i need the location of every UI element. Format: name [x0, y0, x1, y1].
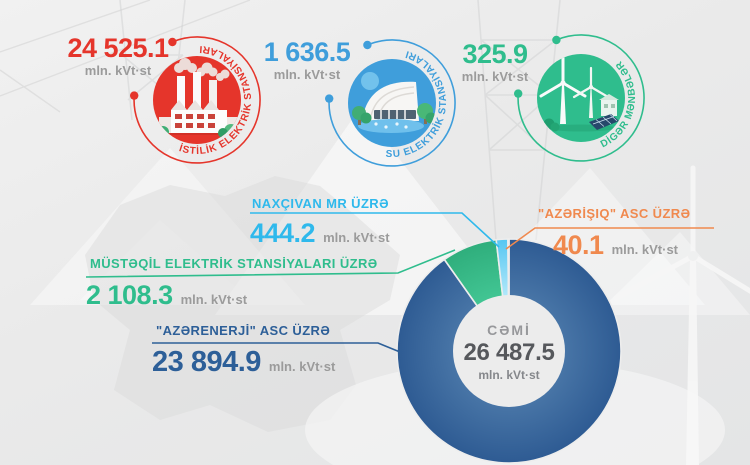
mustegil-stat: 2 108.3 mln. kVt·st [86, 280, 247, 311]
other-value: 325.9 [462, 39, 528, 69]
ring-dot [325, 94, 334, 103]
azerenerji-stat: 23 894.9 mln. kVt·st [152, 346, 335, 379]
total-unit: mln. kVt·st [478, 367, 540, 382]
hydro-unit: mln. kVt·st [273, 67, 341, 83]
naxcivan-value: 444.2 [250, 218, 316, 248]
ring-dot [130, 91, 139, 100]
other-unit: mln. kVt·st [461, 69, 529, 85]
thermal-badge: İSTİLİK ELEKTRİK STANSİYALARI [130, 36, 261, 164]
azerisiq-value: 40.1 [553, 230, 604, 260]
other-badge: DİGƏR MƏNBƏLƏR [514, 34, 645, 162]
ring-dot [552, 35, 561, 45]
hydro-stat: 1 636.5 mln. kVt·st [232, 38, 382, 82]
naxcivan-stat: 444.2 mln. kVt·st [250, 218, 390, 249]
azerisiq-unit: mln. kVt·st [611, 242, 679, 257]
azerenerji-unit: mln. kVt·st [268, 359, 336, 374]
naxcivan-unit: mln. kVt·st [323, 230, 390, 245]
thermal-ring-arc [133, 36, 261, 164]
hydro-value: 1 636.5 [263, 37, 351, 67]
hydro-badge: SU ELEKTRİK STANSİYALARI [325, 39, 456, 167]
azerenerji-value: 23 894.9 [152, 346, 261, 378]
azerisiq-label: "AZƏRİŞIQ" ASC ÜZRƏ [538, 206, 691, 221]
total-value: 26 487.5 [463, 339, 555, 367]
ring-dot [363, 40, 372, 50]
renewables-icon [539, 56, 619, 132]
azerenerji-label: "AZƏRENERJİ" ASC ÜZRƏ [156, 323, 331, 338]
hydro-plant-icon [352, 72, 436, 133]
ring-dot [514, 89, 523, 98]
azerisiq-stat: 40.1 mln. kVt·st [553, 230, 678, 261]
hydro-ring-arc [328, 39, 456, 167]
thermal-value: 24 525.1 [67, 33, 169, 63]
other-ring-arc [517, 34, 645, 162]
naxcivan-label: NAXÇIVAN MR ÜZRƏ [252, 196, 389, 211]
ring-dot [168, 37, 177, 47]
donut-hole [453, 295, 565, 407]
mustegil-value: 2 108.3 [86, 280, 173, 310]
thermal-stat: 24 525.1 mln. kVt·st [40, 34, 196, 78]
donut-center-total: CƏMİ 26 487.5 mln. kVt·st [448, 322, 570, 382]
total-caption: CƏMİ [487, 322, 531, 338]
mustegil-label: MÜSTƏQİL ELEKTRİK STANSİYALARI ÜZRƏ [90, 256, 378, 271]
other-stat: 325.9 mln. kVt·st [420, 40, 570, 84]
mustegil-unit: mln. kVt·st [180, 292, 248, 307]
thermal-unit: mln. kVt·st [84, 63, 152, 79]
